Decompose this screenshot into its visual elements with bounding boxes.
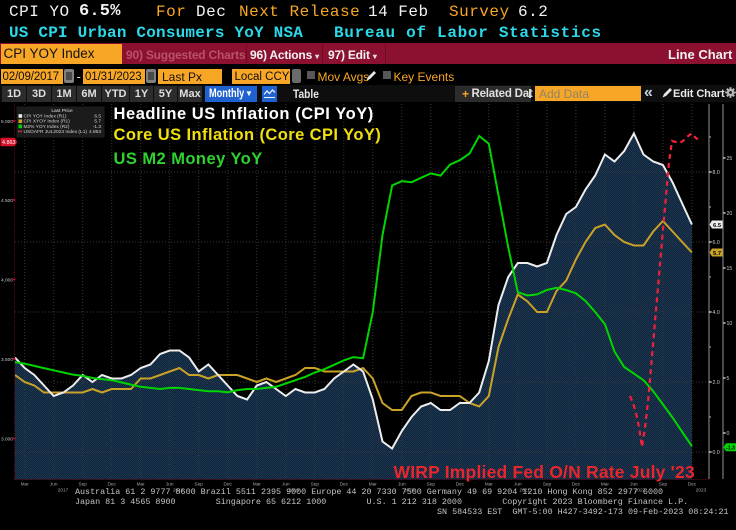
svg-text:Jun: Jun [282,482,290,487]
svg-text:6.5: 6.5 [94,113,101,119]
svg-text:3.500: 3.500 [1,357,13,363]
svg-text:Last Price: Last Price [51,108,73,114]
svg-text:Dec: Dec [108,482,117,487]
svg-text:2020: 2020 [404,488,415,493]
svg-text:15: 15 [727,266,733,272]
svg-text:Sep: Sep [543,482,552,487]
svg-text:2018: 2018 [173,488,184,493]
svg-text:Sep: Sep [427,482,436,487]
svg-text:Mar: Mar [253,482,262,487]
svg-text:25: 25 [727,156,733,162]
svg-text:4.500: 4.500 [1,198,13,204]
svg-text:Dec: Dec [572,482,581,487]
svg-text:Mar: Mar [21,482,30,487]
svg-text:Sep: Sep [79,482,88,487]
svg-text:0.0: 0.0 [713,450,720,456]
svg-text:USOAFR JUL2023 Index (L1): USOAFR JUL2023 Index (L1) [24,129,88,135]
svg-text:Sep: Sep [195,482,204,487]
svg-text:10: 10 [727,321,733,327]
svg-text:-1.3: -1.3 [726,446,735,452]
svg-text:3.000: 3.000 [1,436,13,442]
svg-text:0: 0 [727,431,730,437]
svg-text:4.000: 4.000 [1,277,13,283]
svg-text:Mar: Mar [137,482,146,487]
svg-text:2017: 2017 [58,488,69,493]
svg-text:Mar: Mar [601,482,610,487]
svg-text:Mar: Mar [369,482,378,487]
svg-text:Mar: Mar [485,482,494,487]
svg-text:-1.3: -1.3 [93,124,102,130]
svg-text:4.863: 4.863 [89,129,101,135]
svg-text:CPI YOY Index (R1): CPI YOY Index (R1) [24,113,67,119]
svg-text:4.863: 4.863 [2,140,16,146]
svg-text:Jun: Jun [630,482,638,487]
svg-text:Dec: Dec [456,482,465,487]
svg-text:Jun: Jun [398,482,406,487]
svg-text:20: 20 [727,211,733,217]
svg-text:2022: 2022 [635,488,646,493]
svg-text:8.0: 8.0 [713,170,720,176]
svg-text:5.7: 5.7 [94,119,101,125]
svg-text:Dec: Dec [340,482,349,487]
svg-text:2021: 2021 [519,488,530,493]
svg-text:Jun: Jun [514,482,522,487]
svg-text:6.5: 6.5 [713,223,722,229]
svg-text:Dec: Dec [688,482,697,487]
svg-text:6.0: 6.0 [713,240,720,246]
svg-text:4.0: 4.0 [713,310,720,316]
svg-text:2019: 2019 [288,488,299,493]
svg-text:2.0: 2.0 [713,380,720,386]
svg-text:Sep: Sep [311,482,320,487]
svg-text:5.000: 5.000 [1,119,13,125]
svg-text:2023: 2023 [696,488,707,493]
svg-text:5.7: 5.7 [713,251,721,257]
svg-text:Jun: Jun [166,482,174,487]
svg-text:Sep: Sep [659,482,668,487]
svg-text:Dec: Dec [224,482,233,487]
svg-text:CPI XYOY Index (R1): CPI XYOY Index (R1) [24,119,71,125]
svg-text:M2% YOY Index (R2): M2% YOY Index (R2) [24,124,70,130]
svg-text:Jun: Jun [50,482,58,487]
svg-text:5: 5 [727,376,730,382]
